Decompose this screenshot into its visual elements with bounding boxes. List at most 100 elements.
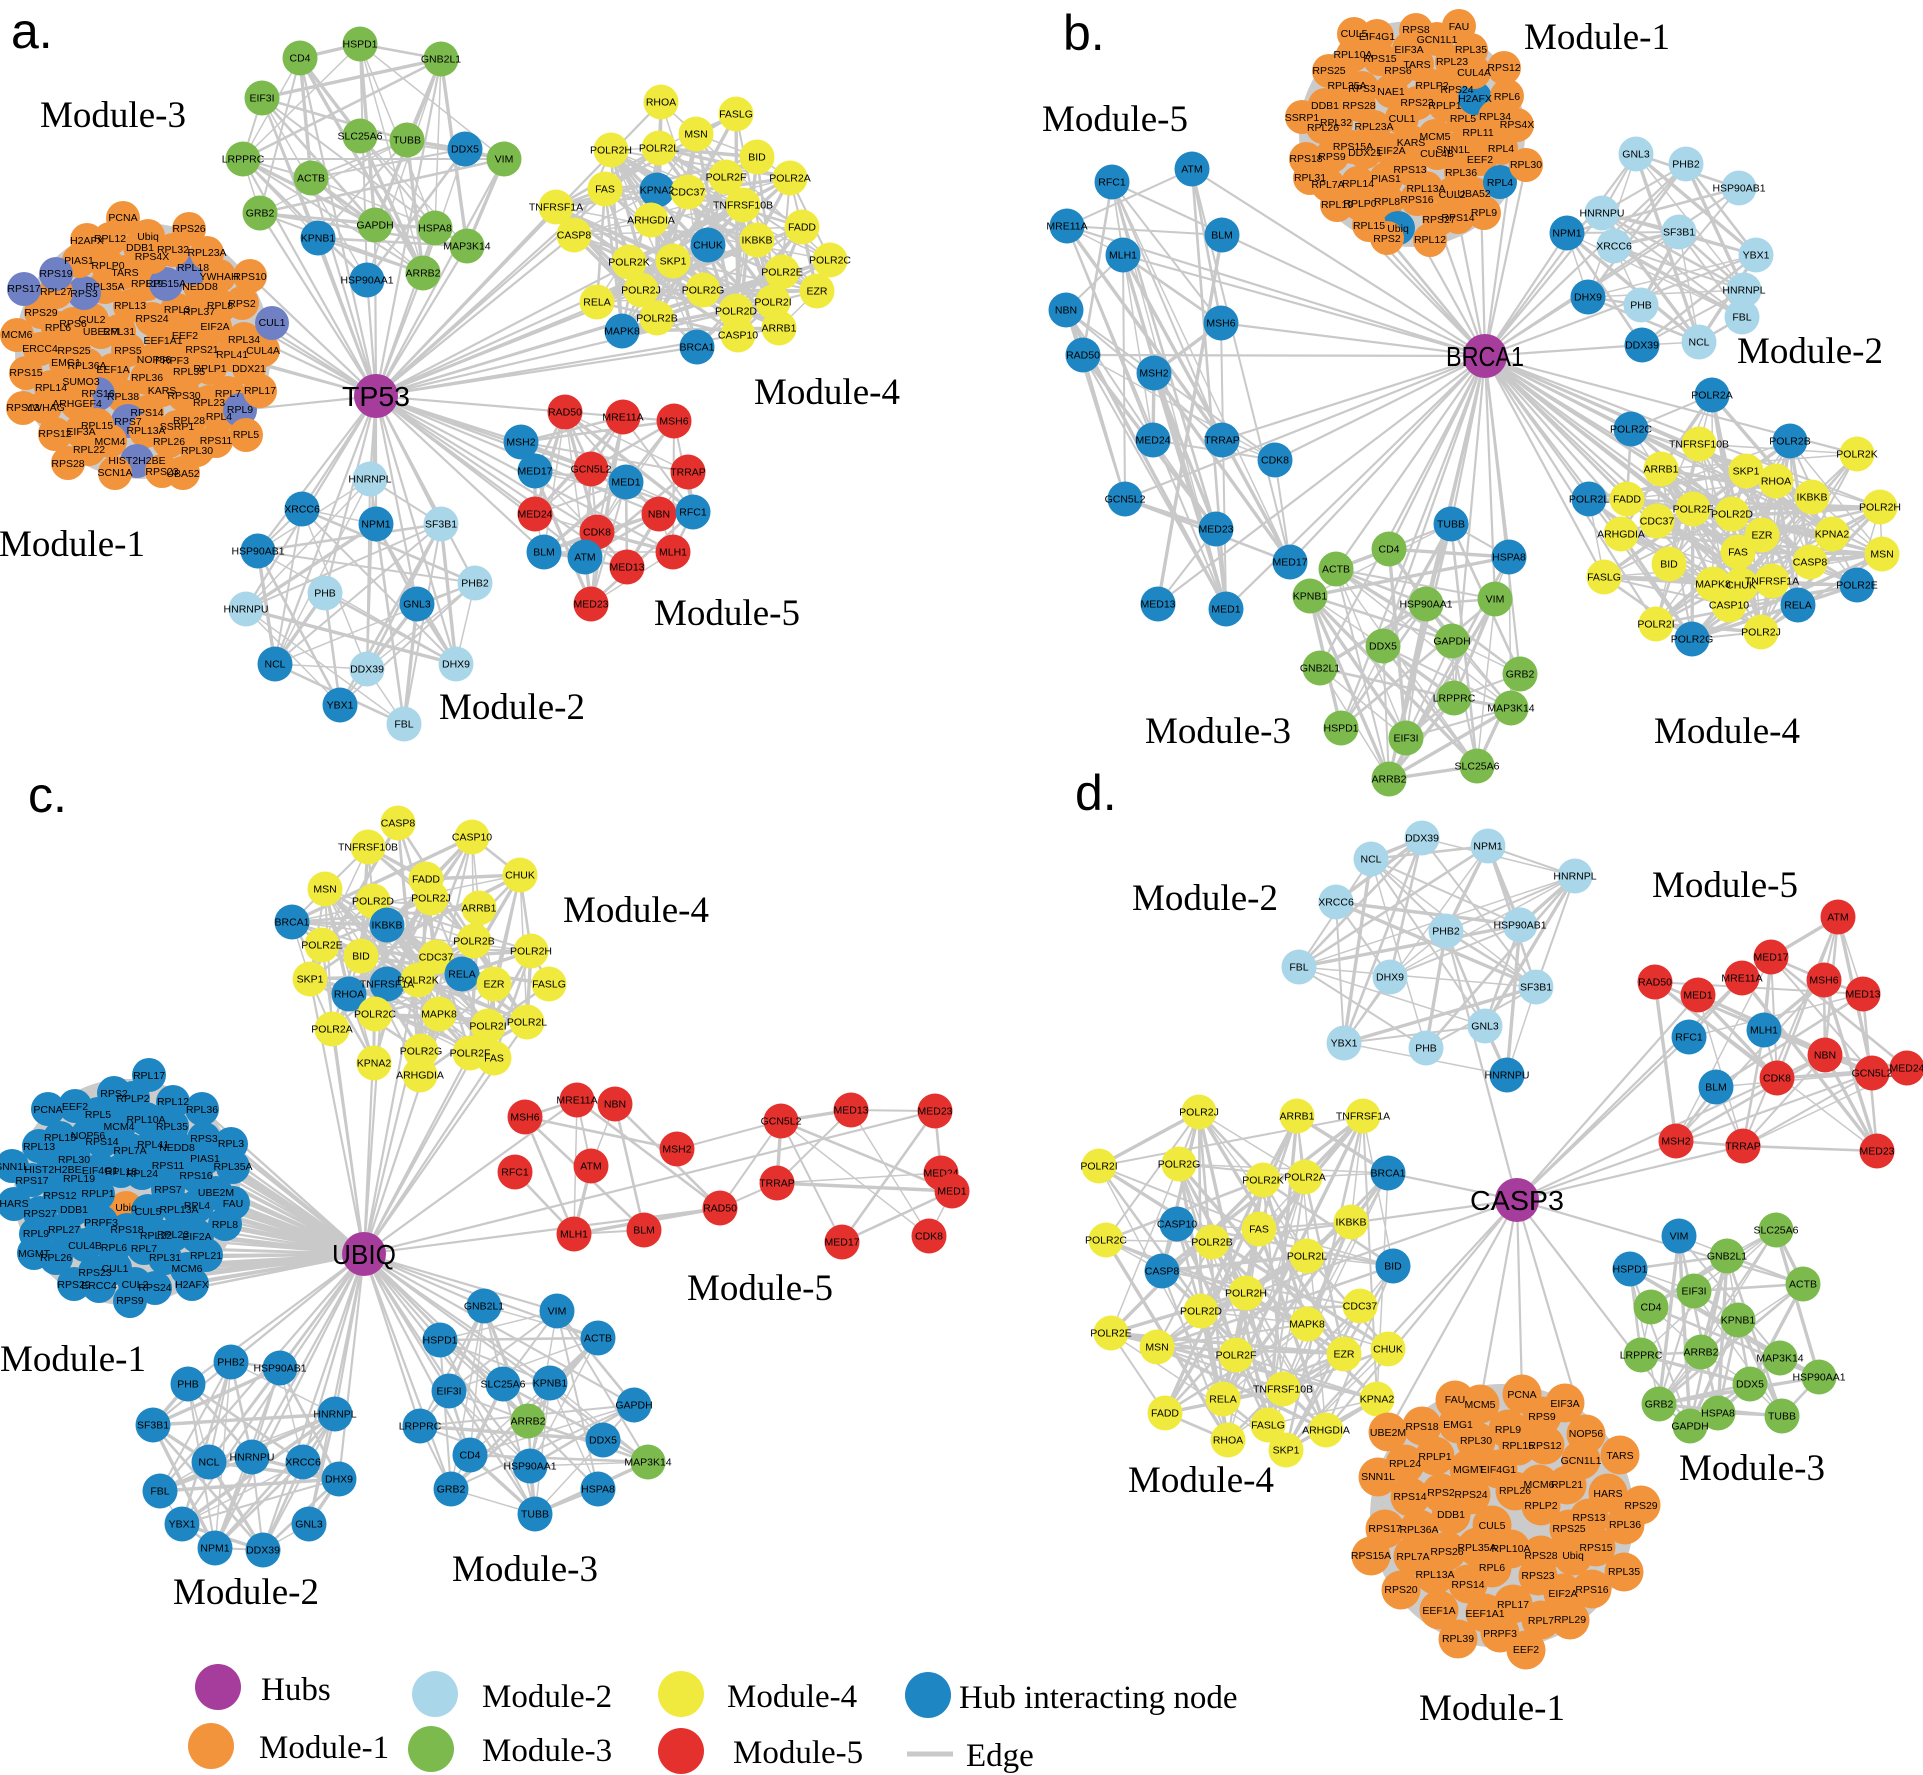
svg-text:TRRAP: TRRAP xyxy=(1204,435,1240,447)
svg-text:RPL4: RPL4 xyxy=(1487,177,1513,189)
svg-text:HIST2H2BE: HIST2H2BE xyxy=(24,1164,81,1176)
svg-text:RPL41: RPL41 xyxy=(216,349,248,361)
svg-text:EIF3I: EIF3I xyxy=(1681,1286,1706,1298)
svg-text:CD4: CD4 xyxy=(459,1450,480,1462)
svg-text:RPL12: RPL12 xyxy=(94,233,126,245)
svg-text:RPS8: RPS8 xyxy=(1402,24,1430,36)
svg-text:RPS9: RPS9 xyxy=(1528,1411,1556,1423)
svg-text:RPL41: RPL41 xyxy=(137,1139,169,1151)
svg-text:BLM: BLM xyxy=(1705,1082,1727,1094)
svg-text:POLR2D: POLR2D xyxy=(715,306,757,318)
svg-text:POLR2A: POLR2A xyxy=(1691,390,1732,402)
svg-text:RPS2: RPS2 xyxy=(228,298,256,310)
svg-text:RPL35: RPL35 xyxy=(173,366,205,378)
svg-text:TNFRSF10B: TNFRSF10B xyxy=(1669,439,1729,451)
svg-text:FAS: FAS xyxy=(1728,547,1748,559)
svg-text:RPL8: RPL8 xyxy=(207,300,233,312)
svg-text:EIF3I: EIF3I xyxy=(249,93,274,105)
svg-text:RPS6: RPS6 xyxy=(59,318,87,330)
svg-text:RELA: RELA xyxy=(1209,1394,1236,1406)
svg-text:RPS17: RPS17 xyxy=(1368,1523,1401,1535)
svg-text:RPL13A: RPL13A xyxy=(159,1204,198,1216)
svg-text:MCM4: MCM4 xyxy=(104,1121,135,1133)
svg-text:POLR2L: POLR2L xyxy=(639,143,679,155)
svg-text:RPL8: RPL8 xyxy=(1374,196,1400,208)
svg-text:NOP56: NOP56 xyxy=(137,354,172,366)
svg-text:MCM4: MCM4 xyxy=(95,436,126,448)
svg-text:Ubiq: Ubiq xyxy=(115,1202,137,1214)
svg-text:RPS9: RPS9 xyxy=(1318,151,1346,163)
svg-text:NEDD8: NEDD8 xyxy=(182,281,218,293)
svg-text:MED24: MED24 xyxy=(517,509,552,521)
svg-text:Module-3: Module-3 xyxy=(1679,1448,1825,1489)
svg-text:RPL17: RPL17 xyxy=(244,385,276,397)
svg-text:RPS4X: RPS4X xyxy=(135,251,169,263)
svg-text:TNFRSF10B: TNFRSF10B xyxy=(1253,1384,1313,1396)
svg-text:RPS7: RPS7 xyxy=(154,1184,182,1196)
svg-text:ATM: ATM xyxy=(574,552,595,564)
svg-text:Module-4: Module-4 xyxy=(727,1679,857,1715)
svg-text:MAP3K14: MAP3K14 xyxy=(624,1457,671,1469)
svg-text:FBL: FBL xyxy=(150,1486,169,1498)
svg-text:SF3B1: SF3B1 xyxy=(137,1420,169,1432)
svg-text:Module-2: Module-2 xyxy=(1737,331,1883,372)
svg-text:POLR2C: POLR2C xyxy=(1085,1235,1127,1247)
svg-text:DDX39: DDX39 xyxy=(350,664,384,676)
svg-text:FADD: FADD xyxy=(1151,1408,1179,1420)
svg-text:POLR2C: POLR2C xyxy=(809,255,851,267)
svg-text:POLR2J: POLR2J xyxy=(1179,1107,1219,1119)
svg-text:RFC1: RFC1 xyxy=(679,507,707,519)
svg-text:CUL1: CUL1 xyxy=(259,317,286,329)
svg-text:RPL35A: RPL35A xyxy=(1457,1542,1496,1554)
svg-text:CHUK: CHUK xyxy=(1373,1344,1403,1356)
svg-text:RPS18: RPS18 xyxy=(1289,153,1322,165)
svg-text:EEF1A: EEF1A xyxy=(96,364,129,376)
svg-text:NBN: NBN xyxy=(1814,1050,1836,1062)
svg-text:RPL35A: RPL35A xyxy=(213,1161,252,1173)
svg-text:GCN5L2: GCN5L2 xyxy=(571,464,612,476)
svg-text:EIF4G1: EIF4G1 xyxy=(1359,31,1395,43)
svg-text:KPNA2: KPNA2 xyxy=(357,1058,392,1070)
svg-text:RHOA: RHOA xyxy=(1213,1435,1243,1447)
svg-text:RPL32: RPL32 xyxy=(1320,117,1352,129)
svg-text:FASLG: FASLG xyxy=(532,979,566,991)
svg-text:CHUK: CHUK xyxy=(693,240,723,252)
svg-text:UBA52: UBA52 xyxy=(166,468,199,480)
svg-text:HSP90AB1: HSP90AB1 xyxy=(1493,920,1546,932)
svg-text:RPL7: RPL7 xyxy=(1528,1615,1554,1627)
svg-text:RPS7: RPS7 xyxy=(114,416,142,428)
svg-text:PHB: PHB xyxy=(177,1379,199,1391)
svg-text:TRRAP: TRRAP xyxy=(759,1178,795,1190)
svg-text:RPS19: RPS19 xyxy=(39,268,72,280)
svg-text:RPS3: RPS3 xyxy=(1348,83,1376,95)
svg-text:RPS14: RPS14 xyxy=(1451,1579,1484,1591)
svg-text:DDX5: DDX5 xyxy=(589,1435,617,1447)
svg-text:EIF3I: EIF3I xyxy=(436,1386,461,1398)
svg-text:ARRB1: ARRB1 xyxy=(1643,464,1678,476)
svg-text:DDB1: DDB1 xyxy=(1437,1509,1465,1521)
svg-text:GCN5L2: GCN5L2 xyxy=(761,1116,802,1128)
svg-text:MAP3K14: MAP3K14 xyxy=(1756,1353,1803,1365)
svg-text:MAPK8: MAPK8 xyxy=(1289,1319,1325,1331)
svg-text:EIF3A: EIF3A xyxy=(66,426,95,438)
svg-text:YWHAG: YWHAG xyxy=(25,402,65,414)
svg-text:ERCC4: ERCC4 xyxy=(22,343,58,355)
svg-text:RPL19: RPL19 xyxy=(63,1173,95,1185)
svg-text:POLR2L: POLR2L xyxy=(1569,494,1609,506)
svg-text:ARRB2: ARRB2 xyxy=(1683,1347,1718,1359)
svg-text:Module-5: Module-5 xyxy=(1042,99,1188,140)
svg-text:RPS14: RPS14 xyxy=(1393,1491,1426,1503)
svg-text:POLR2B: POLR2B xyxy=(453,936,494,948)
svg-text:GNL3: GNL3 xyxy=(1471,1021,1499,1033)
svg-text:TARS: TARS xyxy=(111,267,138,279)
svg-text:RPLP1: RPLP1 xyxy=(193,363,226,375)
svg-text:BLM: BLM xyxy=(1211,230,1233,242)
svg-text:RPL23A: RPL23A xyxy=(187,247,226,259)
svg-text:MLH1: MLH1 xyxy=(560,1229,588,1241)
svg-text:RPS29: RPS29 xyxy=(57,1279,90,1291)
svg-text:PHB: PHB xyxy=(314,588,336,600)
svg-text:POLR2A: POLR2A xyxy=(769,173,810,185)
svg-text:RPL6: RPL6 xyxy=(1494,91,1520,103)
svg-text:MAPK8: MAPK8 xyxy=(604,326,640,338)
svg-text:EIF3I: EIF3I xyxy=(1393,733,1418,745)
